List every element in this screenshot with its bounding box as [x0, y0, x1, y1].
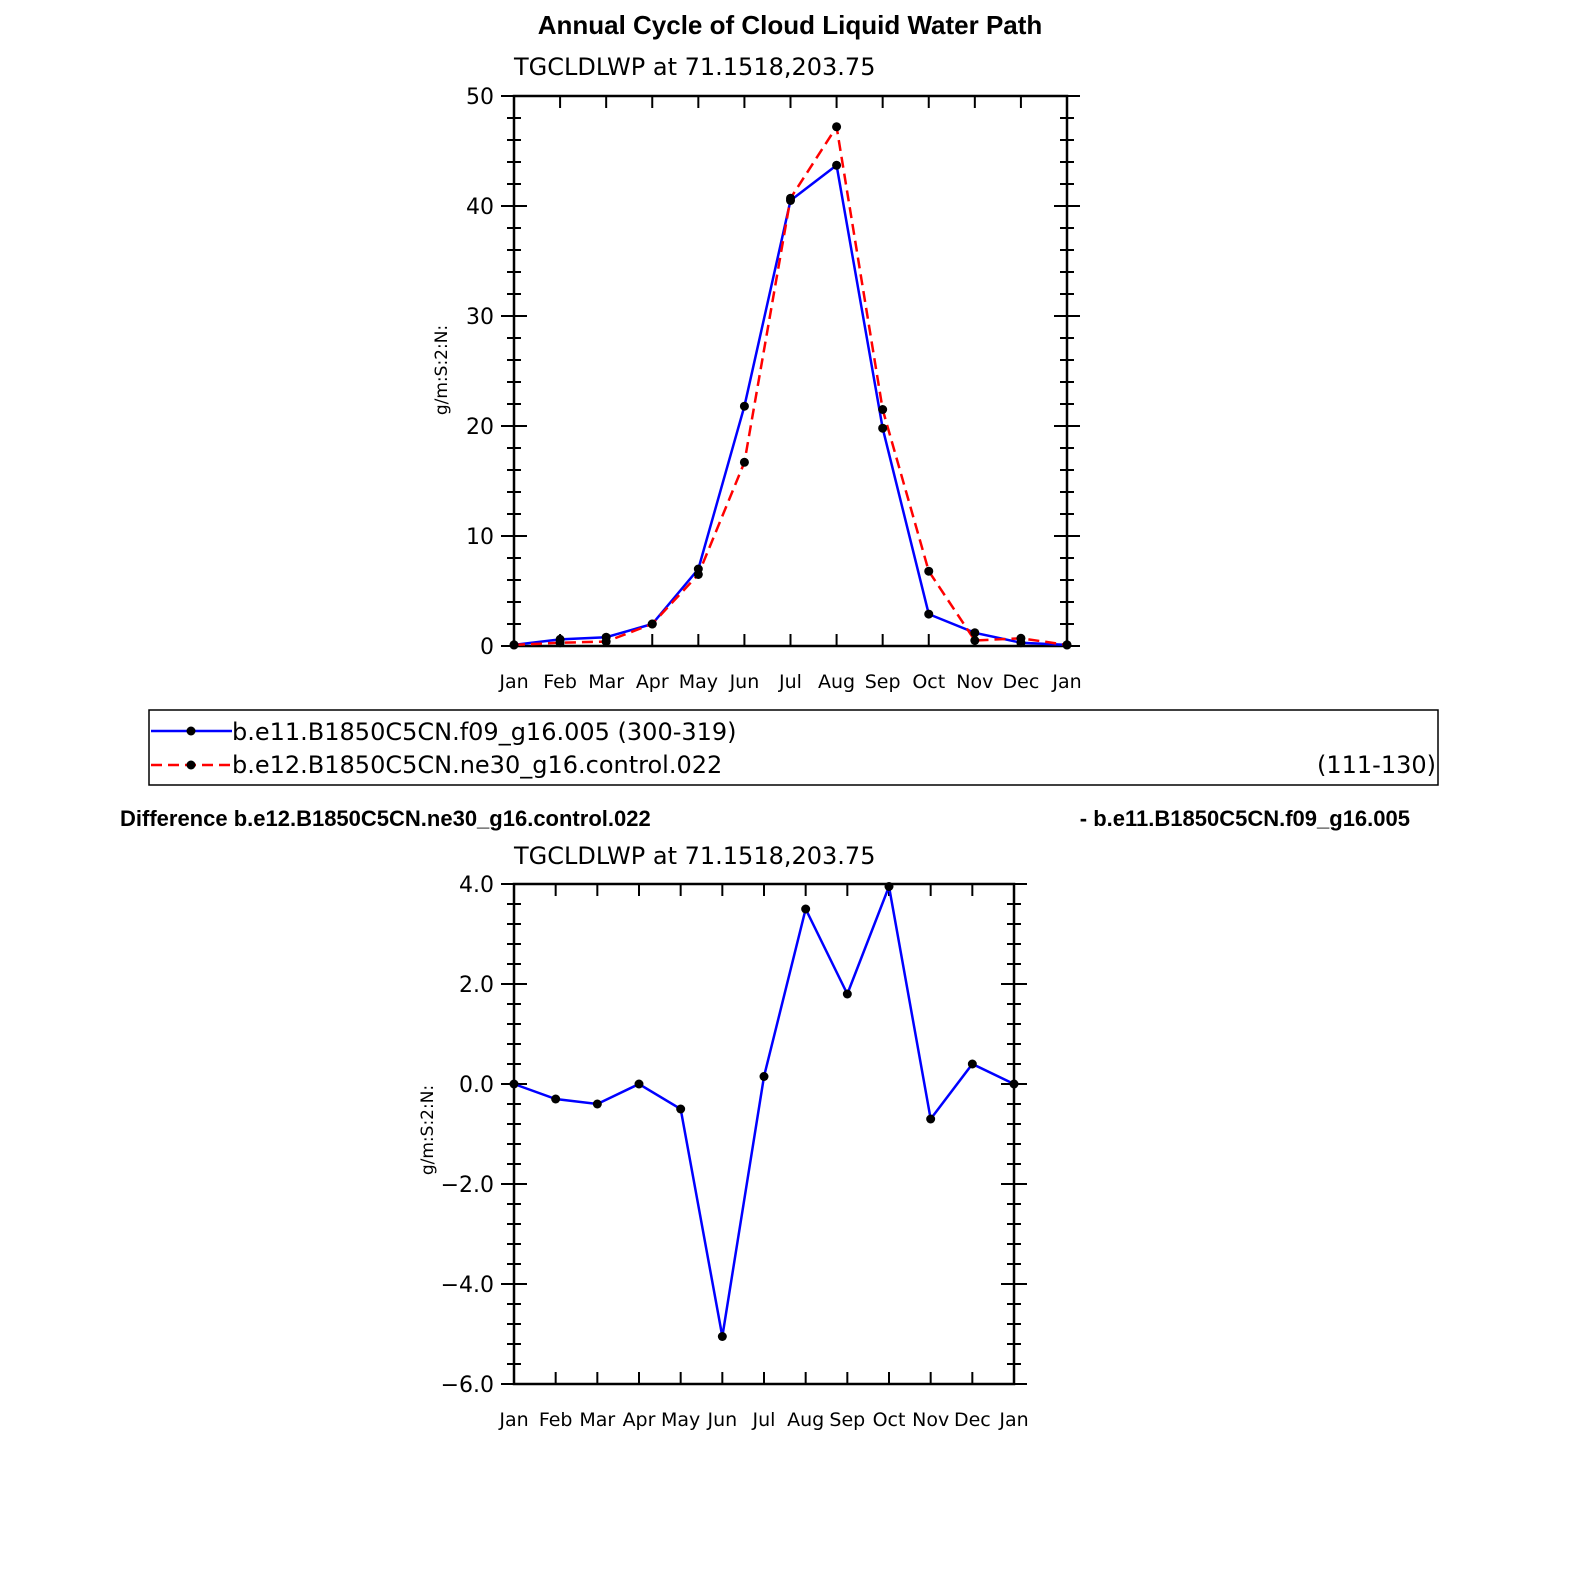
legend-marker-blue	[186, 726, 196, 736]
y-tick-label: −2.0	[441, 1173, 494, 1198]
data-point-s1-0	[509, 640, 519, 650]
x-tick-label: Jan	[998, 1409, 1028, 1431]
y-tick-label: 0.0	[459, 1073, 494, 1098]
y-tick-label: 4.0	[459, 873, 494, 898]
data-point-s0-7	[832, 160, 842, 170]
data-point-s0-10	[926, 1114, 936, 1124]
data-point-s0-7	[801, 904, 811, 914]
legend-label-blue: b.e11.B1850C5CN.f09_g16.005 (300-319)	[232, 718, 737, 746]
legend-years-red: (111-130)	[1317, 751, 1436, 779]
x-tick-label: Jan	[498, 671, 528, 693]
x-tick-label: Jul	[752, 1409, 776, 1431]
y-tick-label: −4.0	[441, 1273, 494, 1298]
x-tick-label: Jun	[729, 671, 760, 693]
x-tick-label: Oct	[873, 1409, 906, 1431]
data-point-s1-2	[601, 637, 611, 647]
x-tick-label: Jun	[706, 1409, 737, 1431]
x-tick-label: May	[661, 1409, 700, 1431]
data-point-s0-12	[1009, 1079, 1019, 1089]
data-point-s1-10	[970, 636, 980, 645]
data-point-s1-1	[555, 638, 565, 648]
data-point-s1-11	[1016, 633, 1026, 643]
x-tick-label: Jan	[1051, 671, 1081, 693]
x-tick-label: Nov	[956, 671, 993, 693]
x-tick-label: Aug	[818, 671, 855, 693]
data-point-s1-7	[832, 122, 842, 132]
x-tick-label: Feb	[539, 1409, 573, 1431]
y-tick-label: 2.0	[459, 973, 494, 998]
y-tick-label: 40	[466, 195, 494, 220]
data-point-s1-4	[693, 570, 703, 579]
legend-label-red: b.e12.B1850C5CN.ne30_g16.control.022	[232, 751, 722, 779]
data-point-s0-3	[634, 1079, 644, 1089]
y-tick-label: 10	[466, 525, 494, 550]
bottom-chart-title: TGCLDLWP at 71.1518,203.75	[513, 842, 875, 870]
x-tick-label: Jul	[778, 671, 802, 693]
data-point-s0-5	[717, 1332, 727, 1341]
x-tick-label: Dec	[1003, 671, 1040, 693]
data-point-s0-8	[878, 423, 888, 433]
main-title: Annual Cycle of Cloud Liquid Water Path	[538, 10, 1043, 40]
x-tick-label: Dec	[954, 1409, 991, 1431]
difference-title-right: - b.e11.B1850C5CN.f09_g16.005	[1080, 806, 1410, 831]
legend-box	[148, 709, 1439, 786]
data-point-s0-8	[842, 989, 852, 999]
data-point-s1-5	[739, 457, 749, 467]
legend: b.e11.B1850C5CN.f09_g16.005 (300-319) b.…	[148, 709, 1439, 786]
data-point-s1-8	[878, 405, 888, 414]
top-chart-title: TGCLDLWP at 71.1518,203.75	[513, 53, 875, 81]
x-tick-label: Jan	[498, 1409, 528, 1431]
top-y-axis-label: g/m:S:2:N:	[432, 325, 452, 415]
difference-title-left: Difference b.e12.B1850C5CN.ne30_g16.cont…	[120, 806, 651, 831]
top-plot-frame	[512, 94, 1069, 648]
data-point-s0-4	[676, 1104, 686, 1114]
x-tick-label: Apr	[636, 671, 669, 693]
bottom-y-axis-label: g/m:S:2:N:	[418, 1085, 438, 1175]
y-tick-label: 50	[466, 85, 494, 110]
bottom-plot-frame	[512, 882, 1016, 1386]
x-tick-label: Nov	[912, 1409, 949, 1431]
x-tick-label: Oct	[912, 671, 945, 693]
x-tick-label: Feb	[543, 671, 577, 693]
x-tick-label: Sep	[865, 671, 901, 693]
data-point-s0-6	[759, 1072, 769, 1081]
x-tick-label: Sep	[829, 1409, 865, 1431]
data-point-s0-11	[967, 1059, 977, 1069]
y-tick-label: −6.0	[441, 1373, 494, 1398]
series-line-0	[513, 881, 1015, 1337]
x-tick-label: Aug	[787, 1409, 824, 1431]
difference-chart: TGCLDLWP at 71.1518,203.75 g/m:S:2:N: Ja…	[418, 842, 1029, 1431]
y-tick-label: 20	[466, 415, 494, 440]
data-point-s1-9	[924, 566, 934, 576]
x-tick-label: Apr	[623, 1409, 656, 1431]
legend-marker-red	[186, 760, 196, 770]
data-point-s1-6	[786, 193, 795, 203]
data-point-s1-12	[1062, 640, 1072, 650]
y-tick-label: 30	[466, 305, 494, 330]
y-tick-label: 0	[480, 635, 494, 660]
data-point-s0-9	[924, 609, 934, 619]
data-point-s0-5	[739, 401, 749, 411]
data-point-s0-2	[592, 1099, 602, 1109]
data-point-s0-1	[551, 1094, 561, 1104]
x-tick-label: Mar	[588, 671, 624, 693]
data-point-s0-9	[884, 882, 894, 891]
series-line-0	[513, 163, 1068, 647]
x-tick-label: May	[679, 671, 718, 693]
data-point-s0-10	[970, 628, 980, 638]
data-point-s0-0	[509, 1079, 519, 1089]
annual-cycle-chart: TGCLDLWP at 71.1518,203.75 g/m:S:2:N: Ja…	[432, 53, 1082, 693]
data-point-s1-3	[647, 619, 657, 629]
x-tick-label: Mar	[579, 1409, 615, 1431]
